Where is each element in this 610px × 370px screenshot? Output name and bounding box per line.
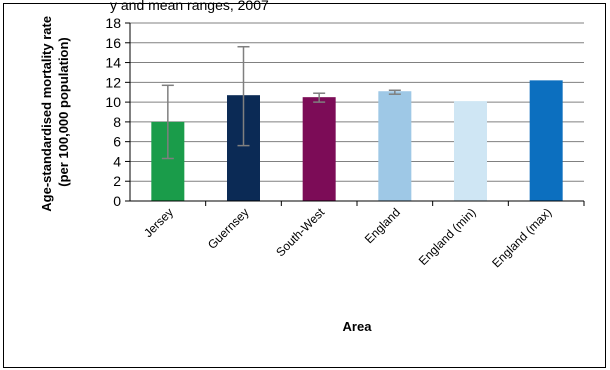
y-tick-label: 6 <box>113 134 121 150</box>
y-tick-label: 14 <box>105 55 121 71</box>
y-tick-label: 0 <box>113 193 121 209</box>
bar <box>454 101 487 201</box>
y-tick-label: 12 <box>105 74 121 90</box>
y-tick-label: 2 <box>113 173 121 189</box>
y-axis-title-line-2: (per 100,000 population) <box>56 37 71 187</box>
y-axis-ticks: 0 2 4 6 8 10 12 14 16 18 <box>105 15 130 209</box>
bar <box>302 97 336 201</box>
error-bars <box>161 45 401 160</box>
gridlines <box>130 22 584 182</box>
bars <box>151 80 563 201</box>
y-tick-label: 10 <box>105 94 121 110</box>
y-axis-title: Age-standardised mortality rate (per 100… <box>39 12 71 211</box>
y-tick-label: 16 <box>105 35 121 51</box>
bar <box>378 91 412 201</box>
x-axis-title: Area <box>343 319 373 334</box>
bar <box>529 80 563 201</box>
y-tick-label: 18 <box>105 15 121 31</box>
y-tick-label: 8 <box>113 114 121 130</box>
chart-top-text: y and mean ranges, 2007 <box>110 0 269 13</box>
y-tick-label: 4 <box>113 153 121 169</box>
y-axis-title-line-1: Age-standardised mortality rate <box>39 16 54 212</box>
